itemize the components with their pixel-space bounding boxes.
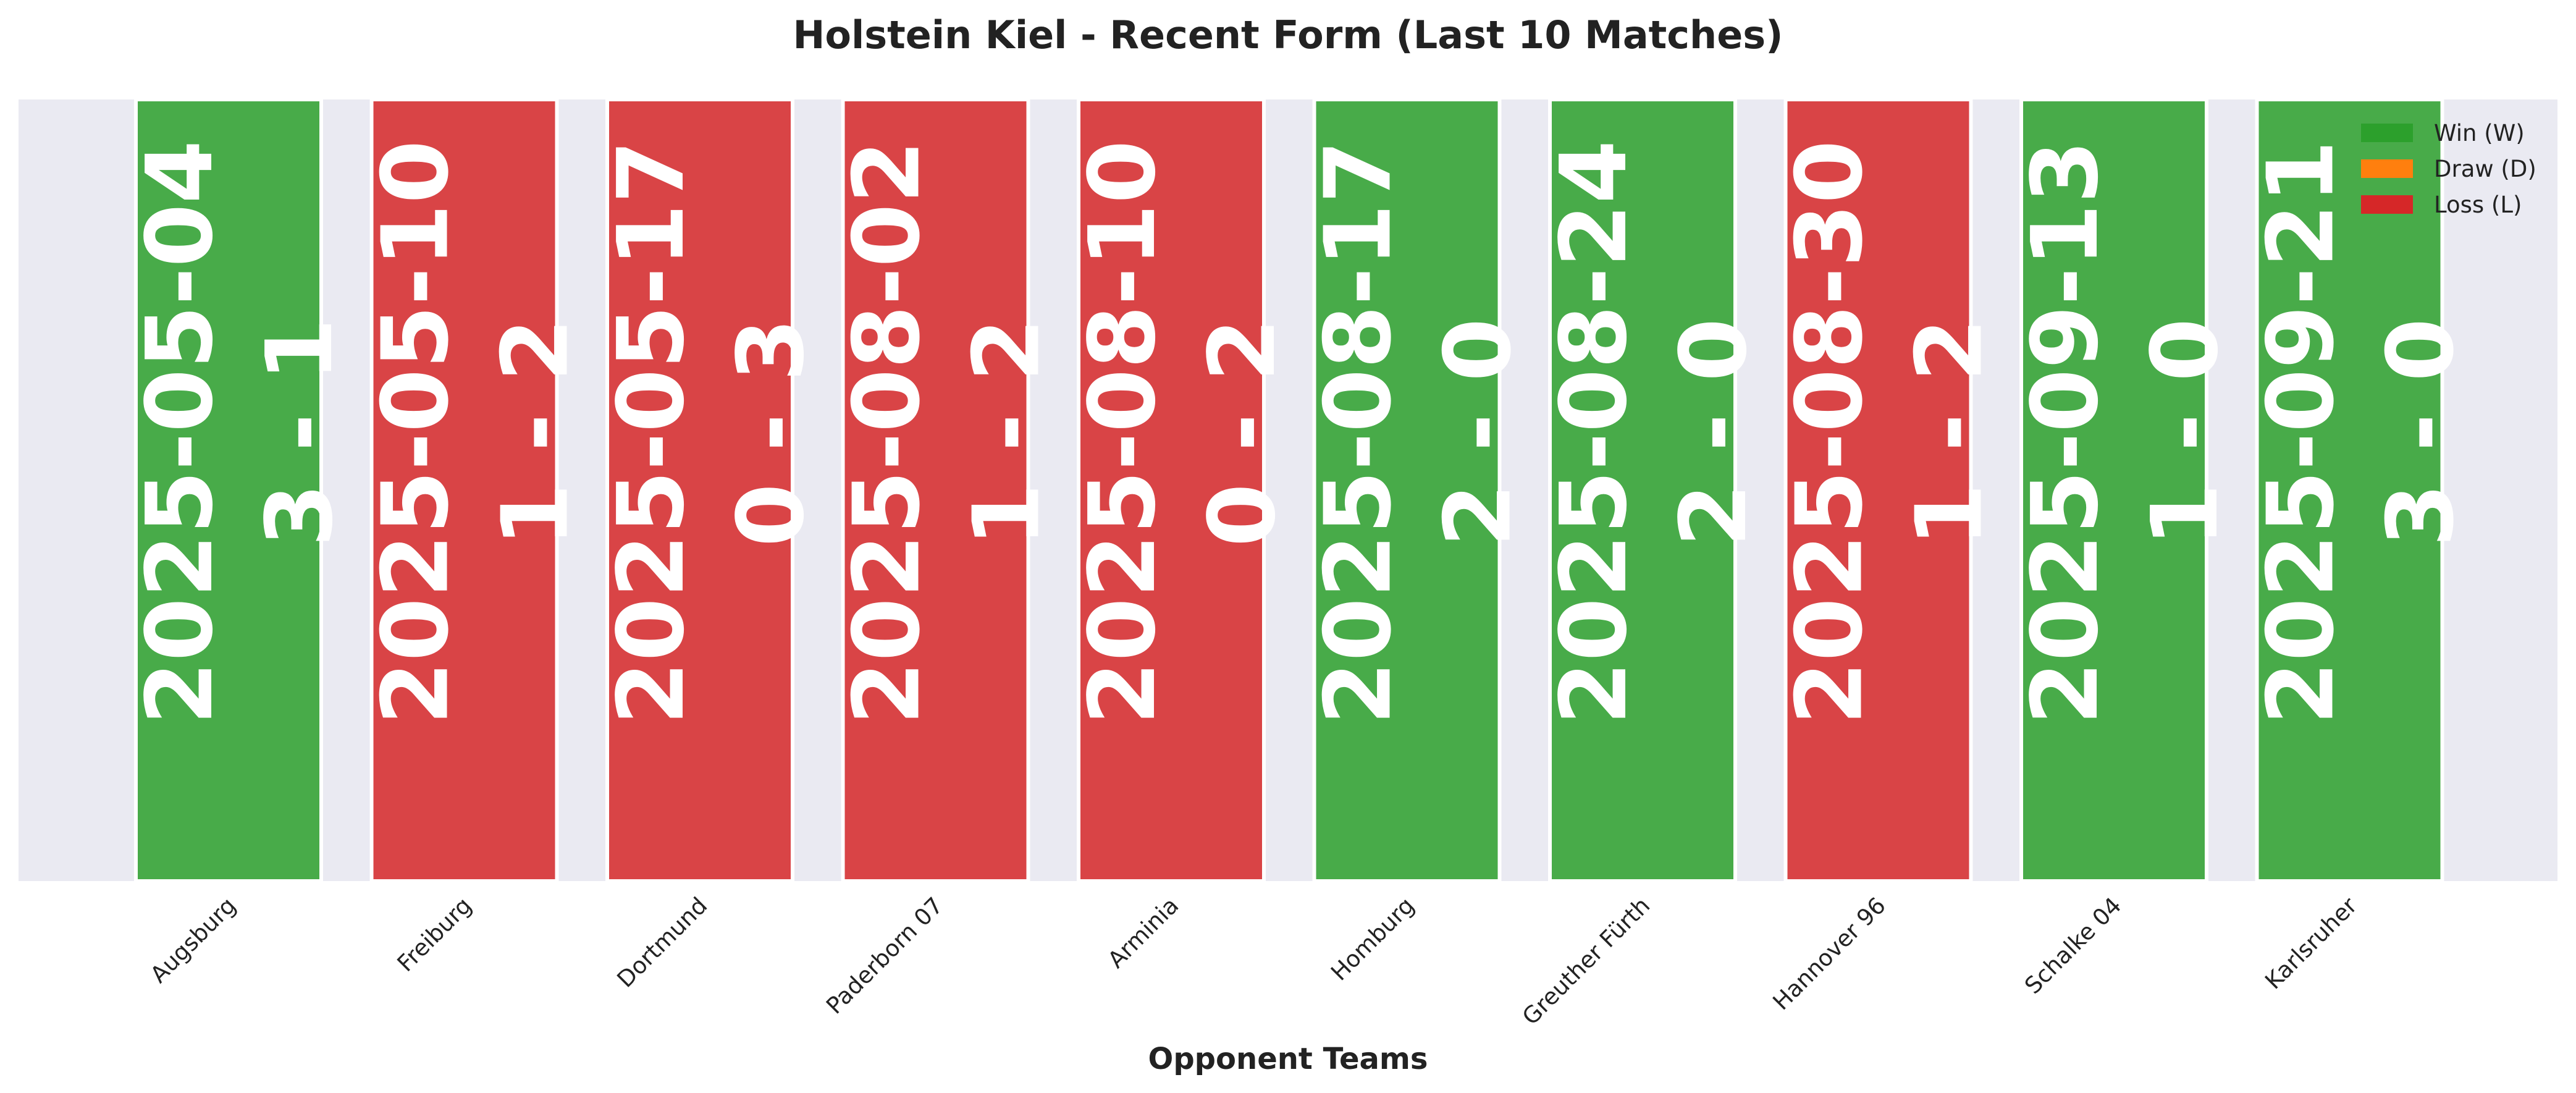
bar-0 bbox=[134, 98, 323, 883]
bar-score-9: 3 - 0 bbox=[2368, 318, 2474, 547]
bar-date-4: 2025-08-10 bbox=[1069, 140, 1176, 725]
x-axis-label: Opponent Teams bbox=[1148, 1042, 1428, 1076]
x-tick-label-1: Freiburg bbox=[392, 892, 477, 977]
bar-date-2: 2025-05-17 bbox=[598, 140, 704, 725]
bar-score-2: 0 - 3 bbox=[718, 318, 824, 547]
bar-score-5: 2 - 0 bbox=[1425, 318, 1531, 547]
bar-score-8: 1 - 0 bbox=[2132, 318, 2238, 547]
bar-date-8: 2025-09-13 bbox=[2012, 140, 2118, 725]
x-tick-label-2: Dortmund bbox=[612, 892, 713, 993]
x-tick-label-3: Paderborn 07 bbox=[821, 892, 948, 1019]
x-tick-label-4: Arminia bbox=[1103, 892, 1184, 973]
legend-swatch-1 bbox=[2361, 159, 2413, 178]
legend-label-1: Draw (D) bbox=[2434, 156, 2536, 182]
x-tick-label-7: Hannover 96 bbox=[1768, 892, 1891, 1015]
legend: Win (W) Draw (D) Loss (L) bbox=[2361, 120, 2536, 218]
bar-score-1: 1 - 2 bbox=[482, 318, 589, 547]
bar-score-0: 3 - 1 bbox=[246, 318, 353, 547]
chart-title: Holstein Kiel - Recent Form (Last 10 Mat… bbox=[793, 12, 1783, 57]
bar-date-1: 2025-05-10 bbox=[363, 140, 469, 725]
bar-label-1: 2025-05-10 1 - 2 bbox=[363, 140, 589, 725]
bar-score-7: 1 - 2 bbox=[1896, 318, 2003, 547]
legend-swatch-0 bbox=[2361, 124, 2413, 142]
bar-date-9: 2025-09-21 bbox=[2248, 140, 2354, 725]
legend-label-0: Win (W) bbox=[2434, 120, 2525, 146]
bar-8 bbox=[2019, 98, 2208, 883]
bar-3 bbox=[841, 98, 1030, 883]
bar-label-4: 2025-08-10 0 - 2 bbox=[1069, 140, 1295, 725]
bar-4 bbox=[1077, 98, 1266, 883]
bar-6 bbox=[1548, 98, 1737, 883]
bar-5 bbox=[1312, 98, 1502, 883]
bar-7 bbox=[1783, 98, 1973, 883]
bar-label-3: 2025-08-02 1 - 2 bbox=[834, 140, 1060, 725]
bar-2 bbox=[605, 98, 794, 883]
x-tick-label-0: Augsburg bbox=[145, 892, 241, 988]
bars-group: 2025-05-04 3 - 1 2025-05-10 1 - 2 2025-05-17… bbox=[127, 98, 2474, 883]
bar-date-7: 2025-08-30 bbox=[1777, 140, 1883, 725]
bar-score-4: 0 - 2 bbox=[1189, 318, 1295, 547]
bar-label-9: 2025-09-21 3 - 0 bbox=[2248, 140, 2474, 725]
x-tick-label-5: Homburg bbox=[1326, 892, 1420, 986]
bar-9 bbox=[2255, 98, 2444, 883]
bar-1 bbox=[369, 98, 559, 883]
legend-label-2: Loss (L) bbox=[2434, 192, 2522, 218]
x-tick-label-9: Karlsruher bbox=[2260, 892, 2362, 994]
x-tick-labels: Augsburg Freiburg Dortmund Paderborn 07 Armi… bbox=[145, 892, 2362, 1030]
bar-date-3: 2025-08-02 bbox=[834, 140, 940, 725]
bar-label-2: 2025-05-17 0 - 3 bbox=[598, 140, 824, 725]
x-tick-label-8: Schalke 04 bbox=[2019, 892, 2126, 999]
bar-score-6: 2 - 0 bbox=[1661, 318, 1767, 547]
bar-label-7: 2025-08-30 1 - 2 bbox=[1777, 140, 2003, 725]
legend-swatch-2 bbox=[2361, 195, 2413, 214]
bar-label-8: 2025-09-13 1 - 0 bbox=[2012, 140, 2238, 725]
bar-label-5: 2025-08-17 2 - 0 bbox=[1305, 140, 1531, 725]
bar-date-0: 2025-05-04 bbox=[127, 140, 233, 725]
bar-date-6: 2025-08-24 bbox=[1541, 140, 1647, 725]
bar-label-0: 2025-05-04 3 - 1 bbox=[127, 140, 353, 725]
bar-score-3: 1 - 2 bbox=[954, 318, 1060, 547]
bar-label-6: 2025-08-24 2 - 0 bbox=[1541, 140, 1767, 725]
x-tick-label-6: Greuther Fürth bbox=[1517, 892, 1655, 1030]
bar-date-5: 2025-08-17 bbox=[1305, 140, 1412, 725]
